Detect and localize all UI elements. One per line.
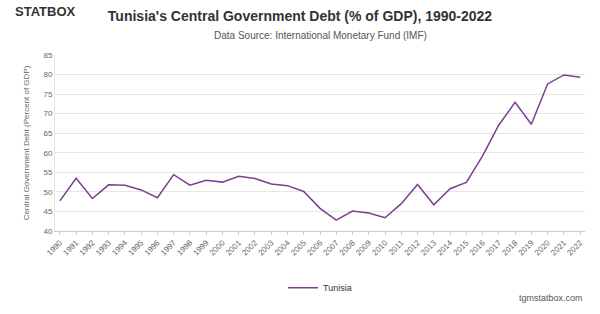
svg-text:2012: 2012	[403, 238, 422, 257]
svg-text:2010: 2010	[370, 238, 389, 257]
svg-text:2017: 2017	[484, 238, 503, 257]
svg-text:1993: 1993	[94, 238, 113, 257]
svg-text:85: 85	[43, 51, 52, 60]
svg-text:2004: 2004	[273, 238, 292, 257]
svg-text:Tunisia's Central Government D: Tunisia's Central Government Debt (% of …	[108, 8, 492, 24]
svg-text:75: 75	[43, 90, 52, 99]
svg-text:2019: 2019	[517, 238, 536, 257]
svg-text:1999: 1999	[191, 238, 210, 257]
svg-text:STATBOX: STATBOX	[15, 4, 76, 19]
svg-text:1994: 1994	[110, 238, 129, 257]
svg-text:1992: 1992	[78, 238, 97, 257]
svg-text:2001: 2001	[224, 238, 243, 257]
svg-text:tgmstatbox.com: tgmstatbox.com	[519, 293, 583, 303]
svg-text:2014: 2014	[435, 238, 454, 257]
svg-text:2016: 2016	[468, 238, 487, 257]
svg-text:2007: 2007	[322, 238, 341, 257]
svg-text:1990: 1990	[45, 238, 64, 257]
svg-text:1998: 1998	[175, 238, 194, 257]
svg-text:1995: 1995	[126, 238, 145, 257]
svg-text:40: 40	[43, 227, 52, 236]
svg-text:1997: 1997	[159, 238, 178, 257]
svg-text:Tunisia: Tunisia	[323, 283, 352, 293]
svg-text:2006: 2006	[305, 238, 324, 257]
svg-text:2018: 2018	[500, 238, 519, 257]
svg-text:2022: 2022	[565, 238, 584, 257]
svg-text:2020: 2020	[533, 238, 552, 257]
svg-text:2009: 2009	[354, 238, 373, 257]
svg-text:45: 45	[43, 207, 52, 216]
svg-text:2015: 2015	[452, 238, 471, 257]
svg-text:1991: 1991	[61, 238, 80, 257]
svg-text:Central Government Debt (Perce: Central Government Debt (Percent of GDP)	[22, 65, 31, 220]
svg-text:1996: 1996	[143, 238, 162, 257]
svg-text:2005: 2005	[289, 238, 308, 257]
svg-text:60: 60	[43, 149, 52, 158]
svg-text:2021: 2021	[549, 238, 568, 257]
svg-text:70: 70	[43, 109, 52, 118]
svg-text:2008: 2008	[338, 238, 357, 257]
svg-text:55: 55	[43, 168, 52, 177]
svg-text:80: 80	[43, 70, 52, 79]
svg-text:50: 50	[43, 188, 52, 197]
svg-text:2013: 2013	[419, 238, 438, 257]
svg-text:2003: 2003	[257, 238, 276, 257]
svg-text:Data Source: International Mon: Data Source: International Monetary Fund…	[214, 30, 427, 41]
svg-text:2011: 2011	[387, 238, 406, 257]
svg-text:65: 65	[43, 129, 52, 138]
svg-text:2000: 2000	[208, 238, 227, 257]
svg-text:2002: 2002	[240, 238, 259, 257]
